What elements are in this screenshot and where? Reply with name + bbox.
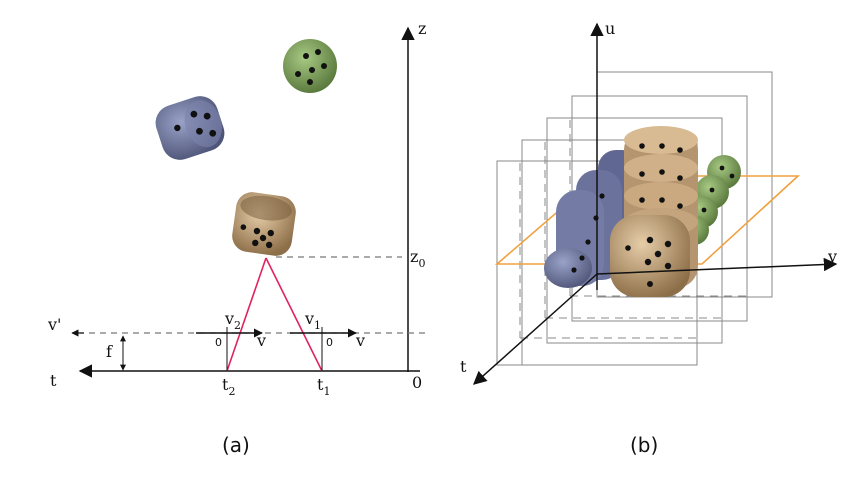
tan-die-icon xyxy=(232,192,296,256)
t2-label: t2 xyxy=(222,375,235,398)
f-label: f xyxy=(106,342,113,361)
caption-a: (a) xyxy=(222,433,250,457)
ray-t2 xyxy=(226,257,267,372)
ray-t1 xyxy=(265,257,323,372)
u-axis-label: u xyxy=(605,19,615,38)
v2-label: v2 xyxy=(224,309,241,332)
panel-b: u v t (b) xyxy=(460,19,838,457)
caption-b: (b) xyxy=(630,433,658,457)
v-left-label: v xyxy=(256,331,266,350)
v1-label: v1 xyxy=(304,309,321,332)
v-right-label: v xyxy=(355,331,365,350)
blue-die-icon xyxy=(155,96,225,160)
t-axis-b xyxy=(472,273,598,385)
origin-label: 0 xyxy=(412,373,422,392)
green-die-icon xyxy=(283,39,337,93)
tan-die-trail xyxy=(610,126,698,297)
frame-3 xyxy=(546,117,723,344)
panel-a: z t 0 v' f z0 v 0 v2 v 0 v1 xyxy=(47,19,426,457)
zero-left-label: 0 xyxy=(215,336,222,349)
v-axis-b xyxy=(596,257,838,275)
t-axis-label: t xyxy=(50,371,57,390)
t-axis-b-label: t xyxy=(460,357,467,376)
t1-label: t1 xyxy=(317,375,330,398)
zero-right-label: 0 xyxy=(326,336,333,349)
v-axis-b-label: v xyxy=(827,247,837,266)
z0-label: z0 xyxy=(410,247,425,270)
v-prime-label: v' xyxy=(47,315,61,334)
z-axis-label: z xyxy=(418,19,426,38)
